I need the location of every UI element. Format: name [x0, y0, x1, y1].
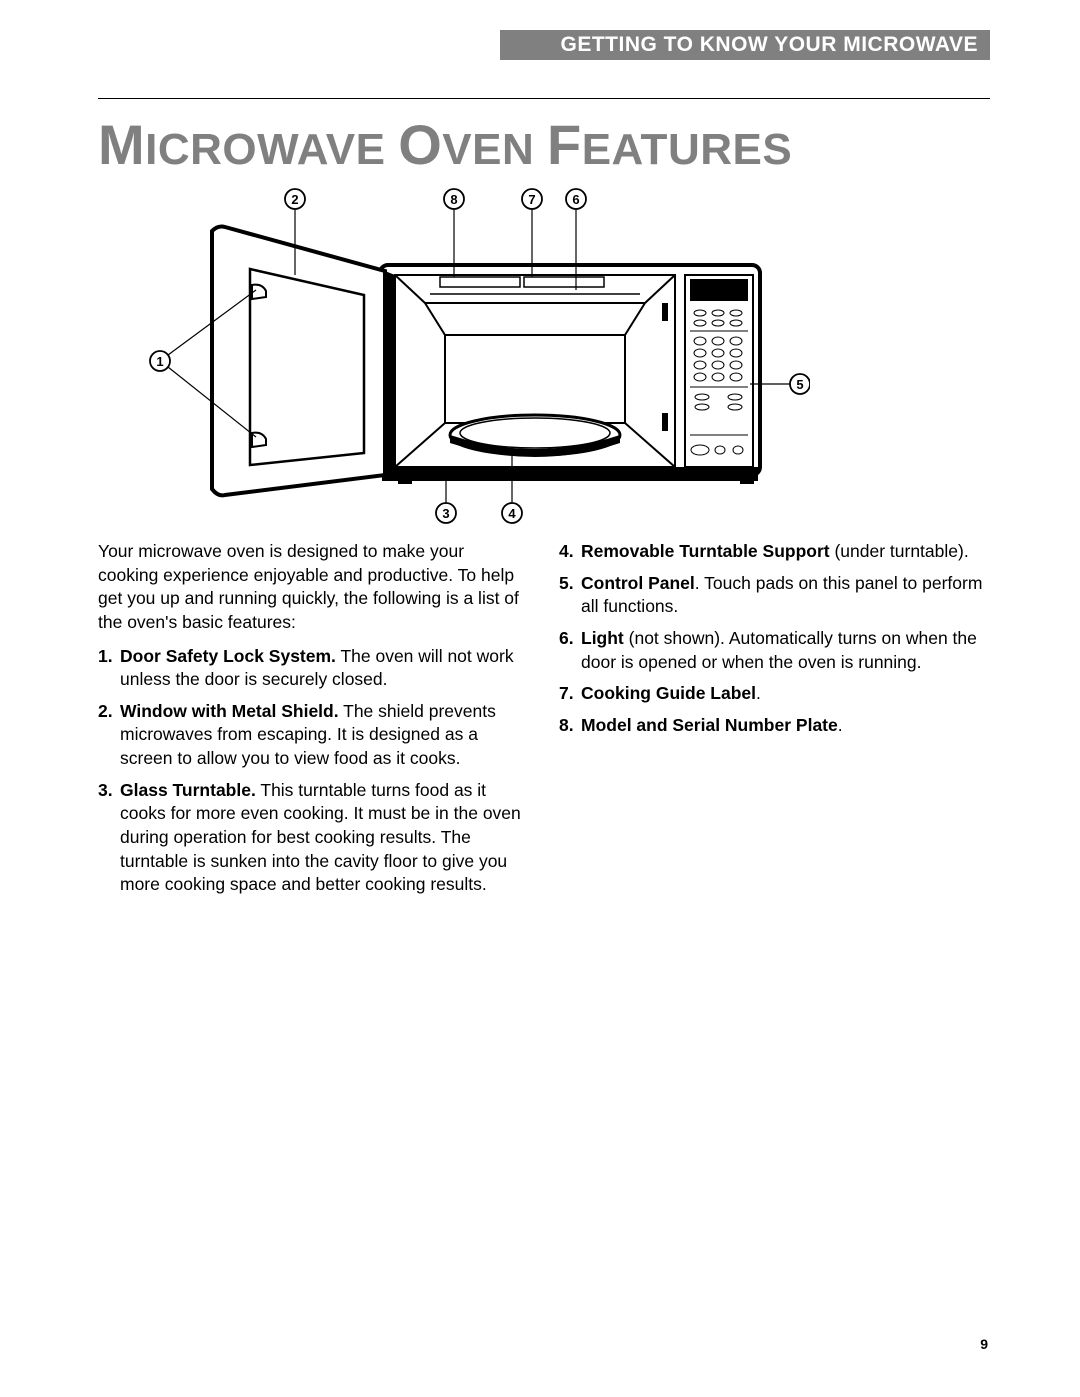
feature-text: Removable Turntable Support (under turnt… [581, 540, 990, 564]
feature-item: 6.Light (not shown). Automatically turns… [559, 627, 990, 674]
feature-item: 2.Window with Metal Shield. The shield p… [98, 700, 529, 771]
section-header-text: GETTING TO KNOW YOUR MICROWAVE OVEN [560, 33, 978, 86]
feature-number: 6. [559, 627, 581, 674]
horizontal-rule [98, 98, 990, 99]
feature-item: 7.Cooking Guide Label. [559, 682, 990, 706]
feature-number: 2. [98, 700, 120, 771]
feature-item: 1.Door Safety Lock System. The oven will… [98, 645, 529, 692]
callout-number: 3 [442, 506, 449, 521]
callout-number: 8 [450, 192, 457, 207]
callout-number: 4 [508, 506, 516, 521]
microwave-diagram: 1 2 8 7 6 5 3 4 [130, 175, 810, 525]
feature-item: 5.Control Panel. Touch pads on this pane… [559, 572, 990, 619]
left-column: Your microwave oven is designed to make … [98, 540, 529, 905]
feature-number: 5. [559, 572, 581, 619]
feature-text: Model and Serial Number Plate. [581, 714, 990, 738]
diagram-svg: 1 2 8 7 6 5 3 4 [130, 175, 810, 525]
callout-number: 6 [572, 192, 579, 207]
callout-number: 5 [796, 377, 803, 392]
feature-text: Light (not shown). Automatically turns o… [581, 627, 990, 674]
feature-number: 4. [559, 540, 581, 564]
feature-item: 8.Model and Serial Number Plate. [559, 714, 990, 738]
page-number: 9 [980, 1336, 988, 1352]
right-column: 4.Removable Turntable Support (under tur… [559, 540, 990, 905]
feature-text: Glass Turntable. This turntable turns fo… [120, 779, 529, 897]
feature-item: 3.Glass Turntable. This turntable turns … [98, 779, 529, 897]
feature-number: 8. [559, 714, 581, 738]
page-title: MICROWAVE OVEN FEATURES [98, 112, 792, 177]
feature-text: Window with Metal Shield. The shield pre… [120, 700, 529, 771]
feature-text: Door Safety Lock System. The oven will n… [120, 645, 529, 692]
section-header-band: GETTING TO KNOW YOUR MICROWAVE OVEN [500, 30, 990, 60]
features-list-right: 4.Removable Turntable Support (under tur… [559, 540, 990, 737]
feature-text: Control Panel. Touch pads on this panel … [581, 572, 990, 619]
body-columns: Your microwave oven is designed to make … [98, 540, 990, 905]
feature-text: Cooking Guide Label. [581, 682, 990, 706]
feature-number: 1. [98, 645, 120, 692]
feature-number: 7. [559, 682, 581, 706]
callout-number: 7 [528, 192, 535, 207]
feature-item: 4.Removable Turntable Support (under tur… [559, 540, 990, 564]
callout-number: 2 [291, 192, 298, 207]
features-list-left: 1.Door Safety Lock System. The oven will… [98, 645, 529, 897]
feature-number: 3. [98, 779, 120, 897]
intro-paragraph: Your microwave oven is designed to make … [98, 540, 529, 635]
callout-number: 1 [156, 354, 163, 369]
